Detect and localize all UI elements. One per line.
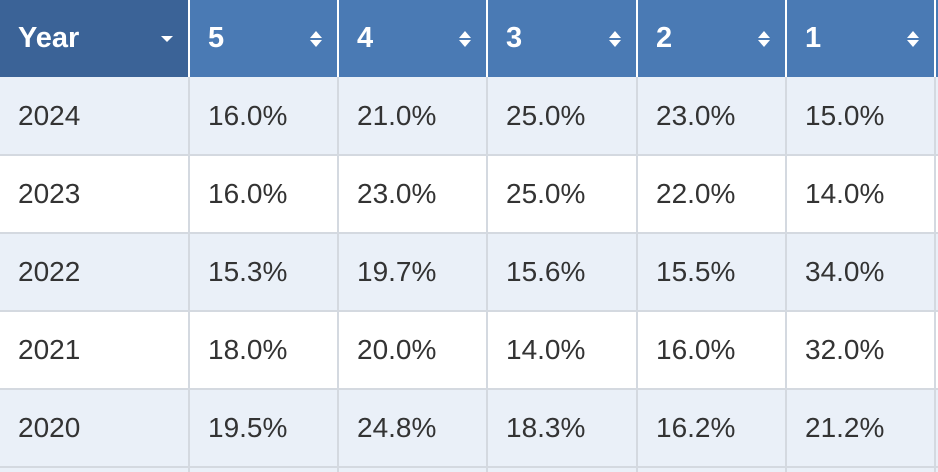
percent-cell: 34.0% [786, 233, 936, 312]
blank-cell [189, 467, 339, 472]
header-label: 3 [506, 22, 523, 54]
filler-cell [935, 311, 938, 390]
sort-icon [310, 31, 322, 47]
blank-cell [338, 467, 488, 472]
column-header[interactable]: 4 [338, 0, 488, 77]
year-cell: 2021 [0, 311, 190, 390]
table-body: 2024 16.0% 21.0% 25.0% 23.0% 15.0% 2023 16.0% 23… [0, 77, 938, 472]
header-label: Year [18, 22, 80, 54]
header-label: 4 [357, 22, 374, 54]
percent-cell: 14.0% [786, 155, 936, 234]
sort-icon [459, 31, 471, 47]
percent-cell: 32.0% [786, 311, 936, 390]
header-label: 2 [656, 22, 673, 54]
percent-cell: 16.0% [637, 311, 787, 390]
column-header[interactable]: 2 [637, 0, 787, 77]
percent-cell: 23.0% [338, 155, 488, 234]
percent-cell: 19.5% [189, 389, 339, 468]
column-header[interactable]: Year [0, 0, 190, 77]
percent-cell: 25.0% [487, 155, 638, 234]
percent-cell: 24.8% [338, 389, 488, 468]
sort-arrow [609, 31, 621, 47]
percent-cell: 23.0% [637, 77, 787, 156]
filler-cell [935, 155, 938, 234]
percent-cell: 16.0% [189, 77, 339, 156]
sort-icon [609, 31, 621, 47]
sort-arrow [907, 31, 919, 47]
percent-cell: 16.2% [637, 389, 787, 468]
sort-arrow [161, 36, 173, 42]
sort-icon [907, 31, 919, 47]
blank-cell [935, 467, 938, 472]
sort-icon [161, 36, 173, 42]
column-header[interactable]: 3 [487, 0, 638, 77]
table-row: 2024 16.0% 21.0% 25.0% 23.0% 15.0% [0, 77, 938, 156]
blank-cell [487, 467, 638, 472]
percent-cell: 19.7% [338, 233, 488, 312]
percent-cell: 15.5% [637, 233, 787, 312]
header-row: Year 5 4 3 2 1 [0, 0, 938, 77]
blank-cell [637, 467, 787, 472]
percent-cell: 14.0% [487, 311, 638, 390]
year-cell: 2022 [0, 233, 190, 312]
percent-cell: 15.6% [487, 233, 638, 312]
year-cell: 2020 [0, 389, 190, 468]
filler-cell [935, 77, 938, 156]
header-label: 1 [805, 22, 822, 54]
sort-arrow [310, 31, 322, 47]
percent-cell: 25.0% [487, 77, 638, 156]
sort-arrow [459, 31, 471, 47]
percent-cell: 16.0% [189, 155, 339, 234]
table-row: 2022 15.3% 19.7% 15.6% 15.5% 34.0% [0, 233, 938, 312]
blank-cell [0, 467, 190, 472]
filler-cell [935, 233, 938, 312]
percent-cell: 15.0% [786, 77, 936, 156]
table-row: 2021 18.0% 20.0% 14.0% 16.0% 32.0% [0, 311, 938, 390]
table-row: 2020 19.5% 24.8% 18.3% 16.2% 21.2% [0, 389, 938, 468]
percent-cell: 21.2% [786, 389, 936, 468]
filler-cell [935, 389, 938, 468]
header-label: 5 [208, 22, 225, 54]
partial-row [0, 467, 938, 472]
percent-cell: 22.0% [637, 155, 787, 234]
sort-icon [758, 31, 770, 47]
percent-cell: 18.3% [487, 389, 638, 468]
sort-arrow [758, 31, 770, 47]
year-cell: 2023 [0, 155, 190, 234]
percent-cell: 21.0% [338, 77, 488, 156]
year-cell: 2024 [0, 77, 190, 156]
header-filler [935, 0, 938, 77]
column-header[interactable]: 1 [786, 0, 936, 77]
percent-cell: 18.0% [189, 311, 339, 390]
percent-cell: 20.0% [338, 311, 488, 390]
table-row: 2023 16.0% 23.0% 25.0% 22.0% 14.0% [0, 155, 938, 234]
column-header[interactable]: 5 [189, 0, 339, 77]
blank-cell [786, 467, 936, 472]
percent-cell: 15.3% [189, 233, 339, 312]
